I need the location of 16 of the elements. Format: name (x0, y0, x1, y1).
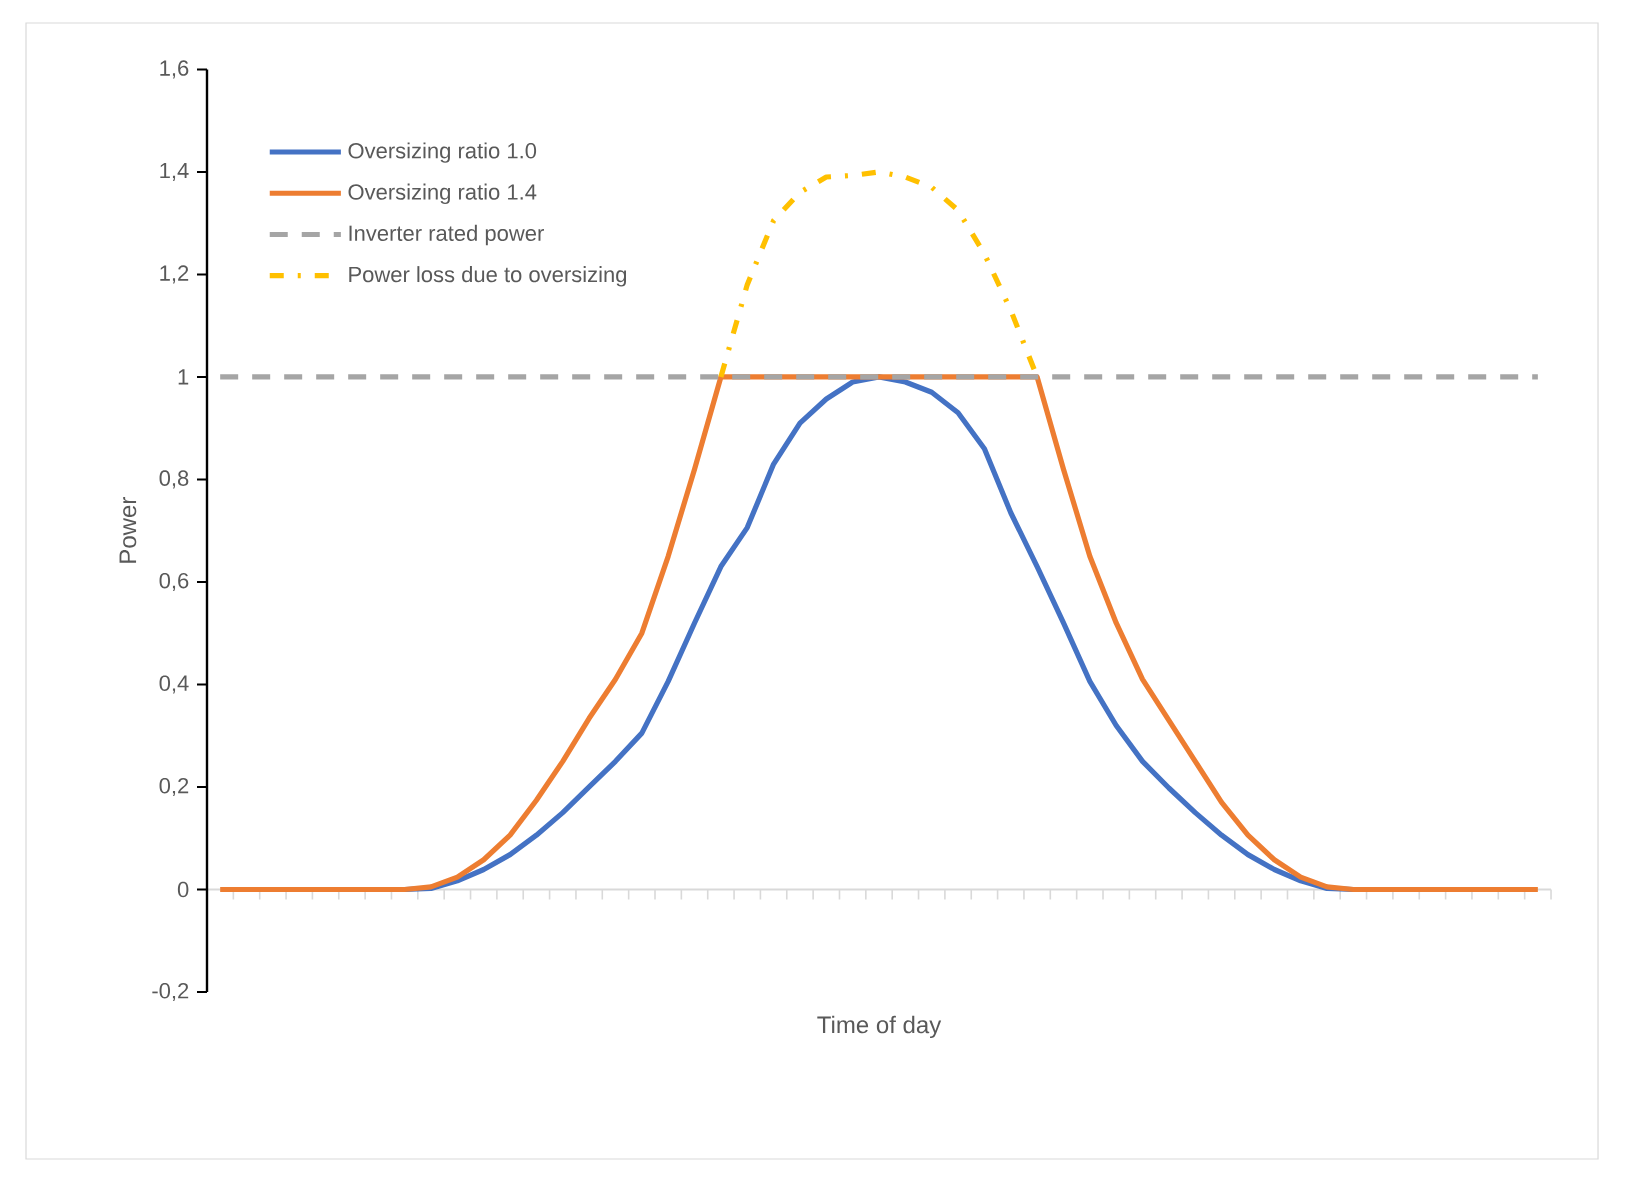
y-tick-label: 1 (178, 369, 189, 385)
y-tick-label: 0,4 (159, 675, 189, 694)
y-tick-label: 1,6 (160, 60, 189, 79)
y-tick-label: 0 (177, 881, 189, 898)
y-axis-title: Power (119, 497, 137, 563)
y-tick-label: -0,2 (152, 982, 189, 1002)
legend-label: Inverter rated power (349, 224, 544, 246)
legend-label: Oversizing ratio 1.0 (348, 142, 537, 163)
x-axis-title: Time of day (817, 1015, 942, 1039)
legend-label: Power loss due to oversizing (349, 266, 627, 287)
y-tick-label: 0,6 (159, 572, 189, 592)
y-tick-label: 1,2 (160, 265, 189, 284)
y-tick-label: 0,8 (159, 470, 189, 489)
y-tick-label: 1,4 (160, 162, 189, 181)
legend-label: Oversizing ratio 1.4 (348, 183, 537, 205)
y-tick-label: 0,2 (159, 777, 189, 797)
